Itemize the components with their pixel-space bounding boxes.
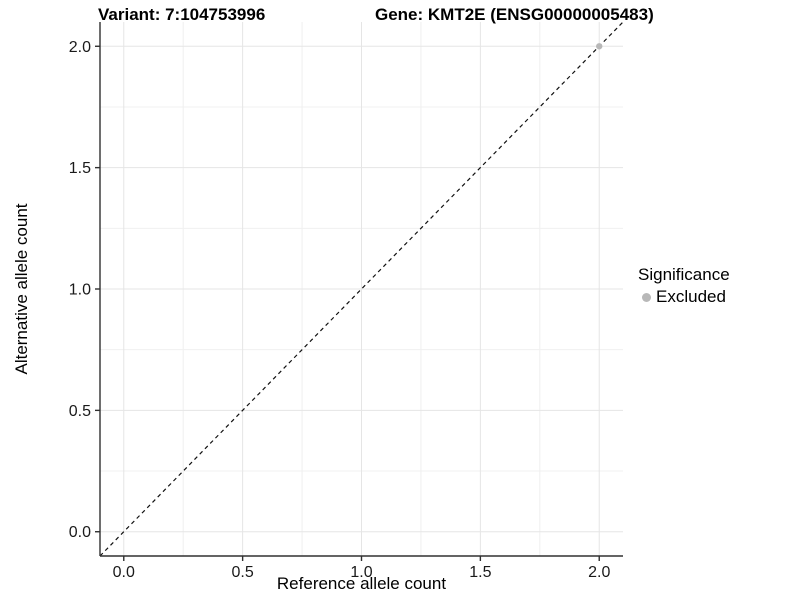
plot-title-gene: Gene: KMT2E (ENSG00000005483) xyxy=(375,5,654,24)
tick-marks xyxy=(95,45,600,561)
identity-reference-line xyxy=(99,21,624,557)
tick-label: 0.5 xyxy=(232,564,254,581)
tick-label: 1.5 xyxy=(69,160,91,177)
data-points xyxy=(596,43,603,50)
tick-label: 0.0 xyxy=(113,564,135,581)
plot-title-variant: Variant: 7:104753996 xyxy=(98,5,266,24)
x-axis-label: Reference allele count xyxy=(276,574,447,593)
grid-major xyxy=(100,22,623,556)
tick-label: 1.5 xyxy=(469,564,491,581)
legend-title: Significance xyxy=(638,265,730,284)
tick-label: 1.0 xyxy=(350,564,372,581)
tick-labels: 0.0 0.5 1.0 1.5 2.0 0.0 0.5 1.0 1.5 2.0 xyxy=(69,39,611,581)
data-point-excluded xyxy=(596,43,603,50)
excluded-point-icon xyxy=(642,292,651,302)
y-axis-label: Alternative allele count xyxy=(12,203,31,375)
legend-item-excluded: Excluded xyxy=(638,286,730,307)
tick-label: 2.0 xyxy=(69,39,91,56)
tick-label: 2.0 xyxy=(588,564,610,581)
legend: Significance Excluded xyxy=(638,264,730,307)
tick-label: 1.0 xyxy=(69,282,91,299)
tick-label: 0.0 xyxy=(69,524,91,541)
tick-label: 0.5 xyxy=(69,403,91,420)
legend-item-label: Excluded xyxy=(656,287,726,306)
